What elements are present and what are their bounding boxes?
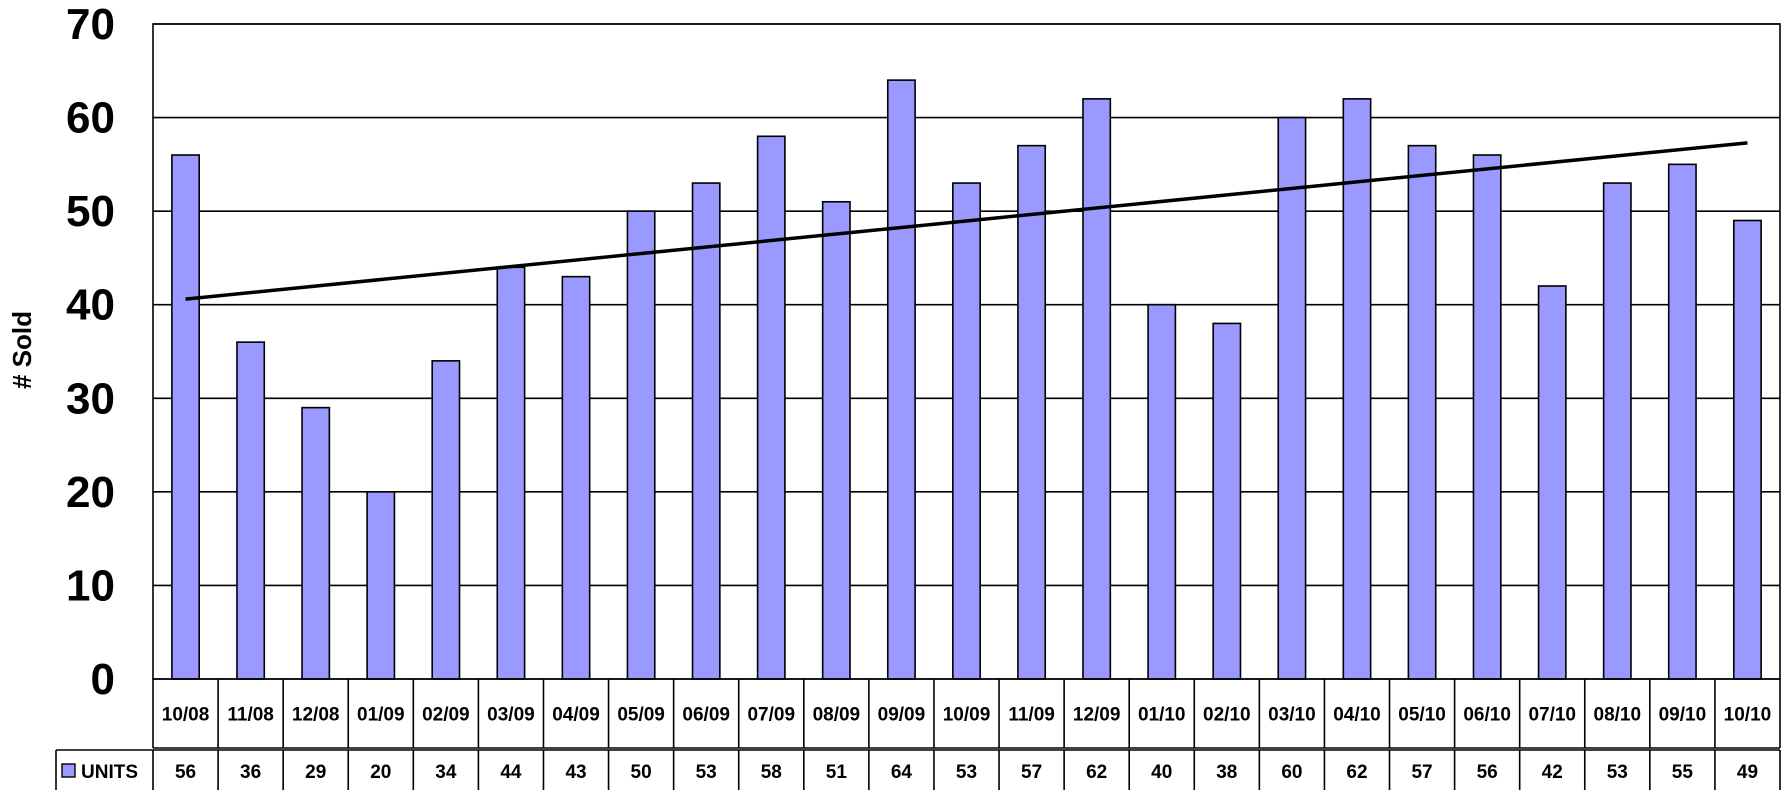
bar [756, 135, 786, 680]
data-label: 56 [1477, 762, 1498, 783]
bars [171, 79, 1762, 680]
bar [171, 154, 201, 680]
x-tick-label: 02/09 [422, 705, 470, 726]
bar [366, 491, 396, 680]
x-tick-label: 09/10 [1659, 705, 1707, 726]
data-label: 58 [761, 762, 782, 783]
bar [1017, 144, 1047, 680]
bar [1147, 303, 1177, 680]
bar [561, 275, 591, 680]
x-tick-label: 11/09 [1008, 705, 1055, 726]
bar [1277, 116, 1307, 680]
x-tick-label: 12/08 [292, 705, 340, 726]
x-tick-label: 07/09 [747, 705, 795, 726]
data-label: 57 [1021, 762, 1042, 783]
x-tick-label: 08/10 [1594, 705, 1642, 726]
x-tick-label: 10/09 [943, 705, 991, 726]
x-tick-label: 04/10 [1333, 705, 1381, 726]
bar [1407, 144, 1437, 680]
x-tick-label: 01/09 [357, 705, 405, 726]
bar [1537, 285, 1567, 680]
x-tick-label: 06/09 [682, 705, 730, 726]
data-label: 38 [1216, 762, 1237, 783]
bar [431, 360, 461, 680]
bar [886, 79, 916, 680]
x-tick-label: 09/09 [878, 705, 926, 726]
y-axis-ticks: 0 10 20 30 40 50 60 70 [66, 0, 115, 704]
x-tick-label: 03/09 [487, 705, 535, 726]
plot-area [152, 23, 1781, 680]
data-label: 44 [500, 762, 522, 783]
y-tick-label: 60 [66, 94, 115, 143]
x-tick-label: 01/10 [1138, 705, 1186, 726]
bar [821, 200, 851, 680]
data-label: 49 [1737, 762, 1758, 783]
x-tick-label: 04/09 [552, 705, 600, 726]
bar [952, 182, 981, 680]
y-axis-label: # Sold [7, 311, 37, 389]
y-tick-label: 70 [66, 0, 115, 49]
y-tick-label: 0 [91, 655, 115, 704]
data-label: 57 [1411, 762, 1432, 783]
x-tick-label: 08/09 [813, 705, 861, 726]
data-label: 29 [305, 762, 326, 783]
data-label: 62 [1086, 762, 1107, 783]
bar [1667, 163, 1697, 680]
x-tick-label: 10/10 [1724, 705, 1772, 726]
data-label: 40 [1151, 762, 1172, 783]
bar [1212, 322, 1242, 680]
bar [626, 210, 656, 680]
data-label: 56 [175, 762, 196, 783]
data-label: 42 [1542, 762, 1563, 783]
data-label: 53 [956, 762, 977, 783]
bar [301, 406, 331, 680]
bar [1342, 98, 1372, 680]
data-label: 51 [826, 762, 848, 783]
y-tick-label: 20 [66, 468, 115, 517]
x-tick-label: 03/10 [1268, 705, 1316, 726]
bar [1082, 98, 1112, 680]
x-tick-label: 02/10 [1203, 705, 1251, 726]
bar [496, 266, 526, 680]
data-label: 60 [1281, 762, 1302, 783]
legend-entry: UNITS [81, 762, 138, 783]
y-tick-label: 10 [66, 561, 115, 610]
x-tick-label: 12/09 [1073, 705, 1121, 726]
data-label: 62 [1346, 762, 1367, 783]
bar [236, 341, 266, 680]
data-label: 64 [891, 762, 913, 783]
x-tick-label: 05/09 [617, 705, 665, 726]
bar [1602, 182, 1632, 680]
data-label: 36 [240, 762, 261, 783]
x-tick-label: 06/10 [1463, 705, 1511, 726]
legend-swatch [61, 763, 76, 778]
x-tick-label: 07/10 [1528, 705, 1576, 726]
data-label: 50 [631, 762, 652, 783]
y-tick-label: 40 [66, 281, 115, 330]
y-tick-label: 30 [66, 374, 115, 423]
data-label: 53 [696, 762, 717, 783]
bar [691, 182, 721, 680]
x-tick-label: 11/08 [227, 705, 274, 726]
data-label: 55 [1672, 762, 1694, 783]
y-tick-label: 50 [66, 187, 115, 236]
data-label: 34 [435, 762, 457, 783]
bar [1732, 219, 1762, 680]
x-tick-label: 10/08 [162, 705, 210, 726]
data-label: 43 [565, 762, 586, 783]
x-tick-label: 05/10 [1398, 705, 1446, 726]
data-label: 53 [1607, 762, 1628, 783]
trend-line [185, 141, 1748, 301]
bar [1472, 154, 1502, 680]
data-table: 10/08 56 11/08 36 12/08 29 01/09 20 02/09 34 03/09… [55, 679, 1781, 790]
data-label: 20 [370, 762, 391, 783]
